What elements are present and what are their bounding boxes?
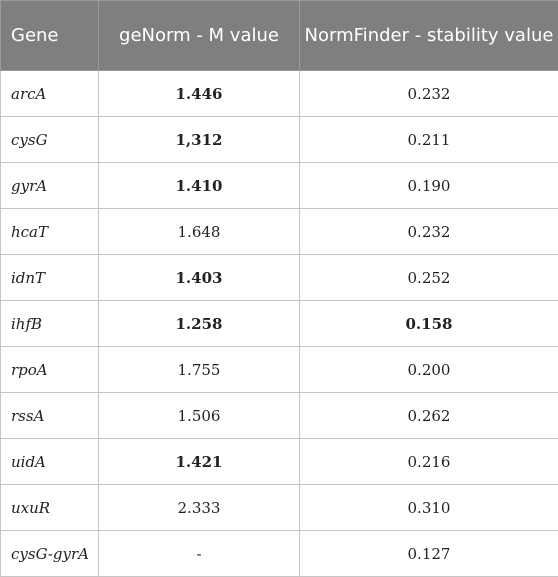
stability-cell: 0.190 [300,163,558,209]
m-value-cell: 2.333 [99,485,300,531]
m-value-cell: 1.258 [99,301,300,347]
table-row: cysG 1,312 0.211 [1,117,558,163]
m-value-cell: 1.403 [99,255,300,301]
table-row: rpoA 1.755 0.200 [1,347,558,393]
m-value-cell: 1.446 [99,71,300,117]
table-row: arcA 1.446 0.232 [1,71,558,117]
table-row: hcaT 1.648 0.232 [1,209,558,255]
gene-cell: cysG-gyrA [1,531,99,577]
m-value-cell: 1.648 [99,209,300,255]
stability-cell: 0.232 [300,71,558,117]
stability-cell: 0.200 [300,347,558,393]
table-row: uxuR 2.333 0.310 [1,485,558,531]
table-header: Gene geNorm - M value NormFinder - stabi… [1,1,558,71]
table-row: cysG-gyrA - 0.127 [1,531,558,577]
stability-cell: 0.232 [300,209,558,255]
m-value-cell: 1,312 [99,117,300,163]
header-normfinder-stability: NormFinder - stability value [300,1,558,71]
m-value-cell: 1.410 [99,163,300,209]
header-genorm-m-value: geNorm - M value [99,1,300,71]
m-value-cell: - [99,531,300,577]
gene-cell: gyrA [1,163,99,209]
gene-cell: hcaT [1,209,99,255]
stability-cell: 0.158 [300,301,558,347]
gene-cell: uxuR [1,485,99,531]
table-row: uidA 1.421 0.216 [1,439,558,485]
stability-cell: 0.262 [300,393,558,439]
stability-cell: 0.310 [300,485,558,531]
gene-cell: idnT [1,255,99,301]
table-row: gyrA 1.410 0.190 [1,163,558,209]
table-row: ihfB 1.258 0.158 [1,301,558,347]
stability-cell: 0.211 [300,117,558,163]
header-gene: Gene [1,1,99,71]
header-row: Gene geNorm - M value NormFinder - stabi… [1,1,558,71]
table-row: idnT 1.403 0.252 [1,255,558,301]
m-value-cell: 1.421 [99,439,300,485]
gene-cell: cysG [1,117,99,163]
gene-cell: arcA [1,71,99,117]
table-row: rssA 1.506 0.262 [1,393,558,439]
gene-cell: uidA [1,439,99,485]
stability-cell: 0.252 [300,255,558,301]
stability-cell: 0.127 [300,531,558,577]
table-body: arcA 1.446 0.232 cysG 1,312 0.211 gyrA 1… [1,71,558,577]
m-value-cell: 1.755 [99,347,300,393]
stability-cell: 0.216 [300,439,558,485]
m-value-cell: 1.506 [99,393,300,439]
gene-cell: ihfB [1,301,99,347]
gene-cell: rssA [1,393,99,439]
gene-cell: rpoA [1,347,99,393]
